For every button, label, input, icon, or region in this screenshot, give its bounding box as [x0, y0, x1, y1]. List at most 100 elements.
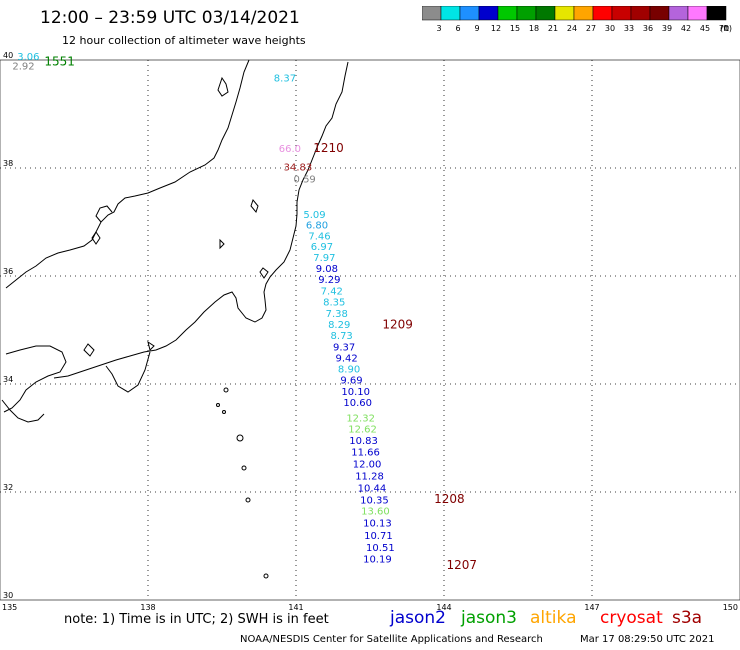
legend-label: 6	[455, 24, 460, 33]
satellite-cryosat: cryosat	[600, 608, 663, 628]
latitude-label: 40	[3, 51, 13, 60]
wave-height-label: 12.62	[348, 425, 377, 436]
izu-island-4	[216, 403, 220, 407]
pass-time-label: 1210	[313, 141, 344, 155]
kii-peninsula	[105, 351, 151, 393]
pass-time-label: 1209	[382, 317, 413, 331]
wave-height-label: 13.60	[361, 507, 390, 518]
wave-height-label: 9.37	[333, 343, 355, 354]
izu-island-2	[236, 434, 244, 442]
legend-label: 21	[548, 24, 558, 33]
wave-height-label: 10.83	[349, 436, 378, 447]
lake-4	[147, 340, 155, 351]
noto-peninsula	[95, 205, 113, 223]
wave-height-label: 8.73	[331, 331, 353, 342]
wave-height-label: 7.42	[321, 286, 343, 297]
satellite-jason3: jason3	[461, 608, 517, 628]
latitude-label: 36	[3, 267, 13, 276]
shikoku-coast	[3, 345, 67, 413]
wave-height-label: 7.46	[308, 231, 330, 242]
wave-height-label: 66.0	[279, 144, 301, 155]
honshu-west-coast	[5, 59, 250, 289]
awaji-island	[83, 343, 95, 357]
pass-time-label: 1208	[434, 492, 465, 506]
wave-height-label: 12.00	[353, 460, 382, 471]
izu-island-7	[263, 573, 269, 579]
latitude-label: 30	[3, 591, 13, 600]
coastline	[1, 59, 349, 579]
wave-height-label: 9.69	[340, 375, 362, 386]
legend-label: 36	[643, 24, 653, 33]
wave-height-label: 11.66	[351, 447, 380, 458]
latitude-label: 32	[3, 483, 13, 492]
legend-label: 42	[681, 24, 691, 33]
legend-label: 3	[436, 24, 441, 33]
satellite-jason2: jason2	[390, 608, 446, 628]
wave-height-label: 10.71	[364, 531, 393, 542]
map-title: 12:00 – 23:59 UTC 03/14/2021	[40, 8, 300, 28]
satellite-s3a: s3a	[672, 608, 703, 628]
wave-height-label: 7.97	[313, 253, 335, 264]
longitude-label: 141	[288, 603, 303, 612]
legend-label: 9	[474, 24, 479, 33]
izu-island-3	[241, 465, 247, 471]
legend-label: 33	[624, 24, 634, 33]
legend-label: 24	[567, 24, 577, 33]
wave-height-label: 12.32	[346, 413, 375, 424]
wave-height-label: 8.37	[274, 74, 296, 85]
wave-height-label: 9.08	[316, 264, 338, 275]
longitude-label: 138	[140, 603, 155, 612]
sado-island	[217, 76, 229, 97]
longitude-label: 150	[723, 603, 738, 612]
legend-label: 45	[700, 24, 710, 33]
legend-label: 12	[491, 24, 501, 33]
wave-height-label: 10.44	[358, 483, 387, 494]
pass-time-label: 1207	[446, 558, 477, 572]
izu-island-1	[223, 387, 229, 393]
wave-height-label: 8.35	[323, 298, 345, 309]
legend-label: 30	[605, 24, 615, 33]
legend-label: 18	[529, 24, 539, 33]
satellite-altika: altika	[530, 608, 577, 628]
legend-unit: (ft)	[720, 24, 732, 33]
izu-island-5	[222, 410, 226, 414]
honshu-east-coast	[53, 61, 349, 379]
wave-height-label: 10.60	[343, 398, 372, 409]
longitude-label: 144	[436, 603, 451, 612]
wave-height-label: 8.29	[328, 320, 350, 331]
wave-height-label: 2.92	[12, 62, 34, 73]
pass-time-label: 1551	[44, 54, 75, 68]
wave-height-label: 8.90	[338, 365, 360, 376]
latitude-label: 38	[3, 159, 13, 168]
pass-time-labels: 1551 1210 1209 1208 1207	[44, 54, 477, 572]
graticule	[0, 60, 740, 600]
wave-height-label: 10.19	[363, 555, 392, 566]
map-frame	[0, 59, 740, 601]
wave-height-legend: 3 6 9 12 15 18 21 24 27 30 33 36 39 42 45 70(ft)	[422, 6, 732, 33]
wave-height-label: 10.51	[366, 543, 395, 554]
observation-labels: 3.062.92 8.37 66.0 34.830.59 5.096.807.466.9…	[12, 52, 394, 566]
oki-island	[91, 231, 101, 245]
wave-height-label: 6.80	[306, 220, 328, 231]
latitude-label: 34	[3, 375, 13, 384]
wave-height-label: 10.10	[341, 387, 370, 398]
map-subtitle: 12 hour collection of altimeter wave hei…	[62, 34, 306, 47]
wave-height-label: 9.29	[318, 275, 340, 286]
wave-height-label: 9.42	[335, 353, 357, 364]
lake-3	[219, 238, 225, 250]
wave-height-label: 34.83	[284, 163, 313, 174]
wave-height-label: 0.59	[294, 175, 316, 186]
wave-height-label: 3.06	[17, 52, 39, 63]
lake-1	[250, 198, 259, 214]
wave-height-label: 5.09	[303, 210, 325, 221]
legend-label: 70	[719, 24, 729, 33]
generated-timestamp: Mar 17 08:29:50 UTC 2021	[580, 634, 715, 645]
wave-height-label: 10.35	[360, 495, 389, 506]
note-text: note: 1) Time is in UTC; 2) SWH is in fe…	[64, 612, 329, 627]
legend-label: 39	[662, 24, 672, 33]
wave-height-label: 7.38	[326, 309, 348, 320]
legend-swatch	[706, 6, 727, 21]
longitude-label: 147	[584, 603, 599, 612]
legend-label: 15	[510, 24, 520, 33]
